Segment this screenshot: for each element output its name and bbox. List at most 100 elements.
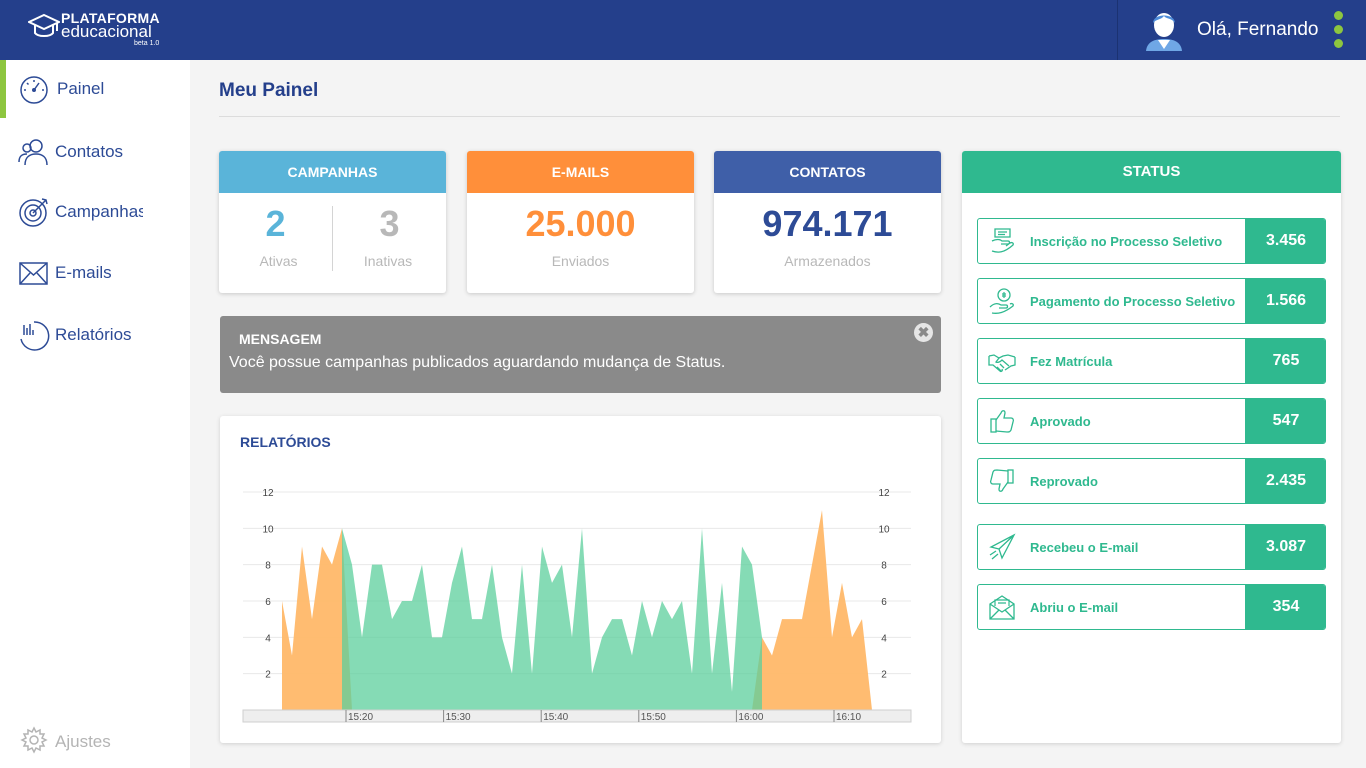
user-menu[interactable]: Olá, Fernando: [1117, 0, 1366, 60]
contacts-stored-label: Armazenados: [784, 253, 871, 269]
sidebar-item-emails[interactable]: E-mails: [0, 244, 190, 302]
status-label: Abriu o E-mail: [1030, 600, 1119, 615]
x-tick-label: 15:20: [348, 712, 373, 723]
dashboard-gauge-icon: [20, 76, 48, 104]
status-row-inscricao[interactable]: Inscrição no Processo Seletivo 3.456: [977, 218, 1326, 264]
x-tick-label: 15:30: [446, 712, 471, 723]
sidebar-item-contatos[interactable]: Contatos: [0, 123, 190, 181]
status-value: 3.456: [1245, 219, 1325, 263]
avatar: [1146, 13, 1182, 51]
y-tick-label-left: 12: [262, 488, 274, 499]
x-tick-label: 15:40: [543, 712, 568, 723]
status-row-pagamento[interactable]: Pagamento do Processo Seletivo 1.566: [977, 278, 1326, 324]
reports-area-chart: 2 2 4 4 6 6 8 8 10 10 12 12 15:20 15:30 15:40 15:50 16:0…: [242, 488, 912, 723]
settings-label: Ajustes: [55, 732, 111, 751]
emails-sent-label: Enviados: [551, 253, 610, 269]
chart-area-series-1: [282, 528, 352, 710]
contacts-card[interactable]: CONTATOS 974.171 Armazenados: [714, 151, 941, 293]
status-label: Fez Matrícula: [1030, 354, 1113, 369]
y-tick-label-left: 6: [265, 597, 271, 608]
message-body: Você possue campanhas publicados aguarda…: [229, 354, 726, 371]
thumbs-up-icon: [990, 410, 1015, 433]
sidebar-item-relatorios[interactable]: Relatórios: [0, 306, 190, 364]
thumbs-down-icon: [989, 469, 1014, 492]
y-tick-label-left: 2: [265, 670, 271, 681]
message-title: MENSAGEM: [239, 331, 322, 347]
active-campaigns-count: 2: [265, 203, 286, 244]
card-divider: [332, 206, 333, 271]
open-envelope-icon: [989, 595, 1015, 620]
status-row-recebeu-email[interactable]: Recebeu o E-mail 3.087: [977, 524, 1326, 570]
reports-title: RELATÓRIOS: [240, 434, 331, 450]
y-tick-label-right: 6: [881, 597, 887, 608]
brand-line1: PLATAFORMA: [61, 10, 160, 26]
status-row-reprovado[interactable]: Reprovado 2.435: [977, 458, 1326, 504]
reports-chart-icon: [20, 321, 50, 351]
status-row-abriu-email[interactable]: Abriu o E-mail 354: [977, 584, 1326, 630]
contacts-stored-count: 974.171: [762, 203, 893, 244]
graduation-cap-icon: [28, 13, 60, 37]
inactive-campaigns-count: 3: [379, 203, 400, 244]
status-value: 2.435: [1245, 459, 1325, 503]
emails-card[interactable]: E-MAILS 25.000 Enviados: [467, 151, 694, 293]
target-icon: [19, 198, 48, 227]
status-value: 547: [1245, 399, 1325, 443]
logo[interactable]: PLATAFORMA educacional beta 1.0: [28, 10, 168, 50]
status-header: STATUS: [962, 151, 1341, 193]
active-campaigns-label: Ativas: [259, 253, 298, 269]
x-axis-band: [242, 709, 912, 723]
x-tick-label: 15:50: [641, 712, 666, 723]
sidebar-item-campanhas[interactable]: Campanhas: [0, 183, 190, 241]
y-tick-label-right: 8: [881, 561, 887, 572]
close-icon[interactable]: ✖: [914, 323, 933, 342]
y-tick-label-left: 10: [262, 524, 274, 535]
title-divider: [219, 116, 1340, 117]
campaigns-card[interactable]: CAMPANHAS 2 Ativas 3 Inativas: [219, 151, 446, 293]
emails-sent-count: 25.000: [525, 203, 636, 244]
sidebar-item-label: Contatos: [55, 142, 124, 161]
brand-line2: educacional: [61, 22, 152, 41]
sidebar-item-painel[interactable]: Painel: [0, 60, 190, 118]
hand-coin-icon: [989, 288, 1014, 314]
status-row-aprovado[interactable]: Aprovado 547: [977, 398, 1326, 444]
status-label: Aprovado: [1030, 414, 1091, 429]
status-value: 765: [1245, 339, 1325, 383]
sidebar-item-label: Campanhas: [55, 202, 143, 221]
status-value: 3.087: [1245, 525, 1325, 569]
y-tick-label-right: 2: [881, 670, 887, 681]
x-tick-label: 16:10: [836, 712, 861, 723]
message-banner: MENSAGEM Você possue campanhas publicado…: [220, 316, 941, 393]
sidebar-item-label: Relatórios: [55, 325, 132, 344]
chart-area-series-1: [752, 510, 872, 710]
inactive-campaigns-label: Inativas: [363, 253, 413, 269]
y-tick-label-right: 10: [878, 524, 890, 535]
status-value: 1.566: [1245, 279, 1325, 323]
status-label: Recebeu o E-mail: [1030, 540, 1139, 555]
sidebar: Painel Contatos Campanhas E-mails Re: [0, 60, 190, 768]
status-label: Pagamento do Processo Seletivo: [1030, 294, 1236, 309]
card-header: CONTATOS: [714, 151, 941, 193]
status-value: 354: [1245, 585, 1325, 629]
user-greeting: Olá, Fernando: [1197, 19, 1319, 40]
y-tick-label-left: 4: [265, 633, 271, 644]
top-bar: PLATAFORMA educacional beta 1.0 Olá, Fer…: [0, 0, 1366, 60]
chart-area-series-2: [342, 528, 762, 710]
y-tick-label-left: 8: [265, 561, 271, 572]
envelope-icon: [19, 262, 48, 285]
sidebar-item-label: E-mails: [55, 263, 112, 282]
reports-panel: RELATÓRIOS 2 2 4 4 6 6 8 8 10 10 12 12 15:20 15:30 15:…: [220, 416, 941, 743]
status-panel: STATUS Inscrição no Processo Seletivo 3.…: [962, 151, 1341, 743]
brand-version: beta 1.0: [134, 40, 160, 47]
paper-plane-icon: [989, 533, 1016, 560]
status-row-matricula[interactable]: Fez Matrícula 765: [977, 338, 1326, 384]
card-header: E-MAILS: [467, 151, 694, 193]
card-header: CAMPANHAS: [219, 151, 446, 193]
contacts-icon: [18, 139, 48, 166]
gear-icon: [20, 726, 48, 754]
handshake-icon: [988, 354, 1016, 373]
status-label: Reprovado: [1030, 474, 1098, 489]
x-tick-label: 16:00: [738, 712, 763, 723]
y-tick-label-right: 12: [878, 488, 890, 499]
more-menu-icon[interactable]: [1334, 11, 1344, 53]
y-tick-label-right: 4: [881, 633, 887, 644]
